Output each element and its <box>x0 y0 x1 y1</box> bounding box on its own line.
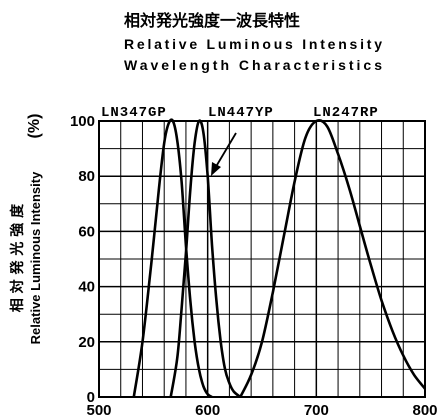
chart-title-en-line2: Wavelength Characteristics <box>124 57 382 73</box>
series-labels: LN347GP LN447YP LN247RP <box>101 105 379 121</box>
y-axis-label-jp: 相 対 発 光 強 度 <box>9 203 26 312</box>
series-label-ln447yp: LN447YP <box>208 105 274 121</box>
x-tick-label: 600 <box>195 402 220 417</box>
annotation-arrow-head <box>211 162 221 176</box>
plot-frame <box>98 120 426 398</box>
y-tick-label: 100 <box>70 113 95 130</box>
y-tick-label: 60 <box>78 223 95 240</box>
y-tick-label: 0 <box>87 389 95 406</box>
x-tick-label: 500 <box>86 402 111 417</box>
annotation-arrow <box>211 132 237 176</box>
x-tick-labels: 500 600 700 800 <box>86 402 437 417</box>
chart-title: 相対発光強度一波長特性 Relative Luminous Intensity … <box>124 11 382 73</box>
plot-grid <box>98 120 426 398</box>
annotation-arrow-line <box>213 132 237 171</box>
chart-title-en-line1: Relative Luminous Intensity <box>124 36 382 52</box>
chart-title-jp: 相対発光強度一波長特性 <box>124 11 300 30</box>
series-line-ln347gp <box>132 118 213 399</box>
y-axis-label: (%) 相 対 発 光 強 度 Relative Luminous Intens… <box>9 114 43 345</box>
series-line-ln447yp <box>169 119 242 399</box>
y-tick-label: 80 <box>78 168 95 185</box>
x-tick-label: 700 <box>304 402 329 417</box>
y-tick-label: 20 <box>78 334 95 351</box>
x-tick-label: 800 <box>412 402 437 417</box>
y-axis-label-en: Relative Luminous Intensity <box>28 171 43 344</box>
series-line-ln247rp <box>239 119 427 398</box>
y-tick-label: 40 <box>78 279 95 296</box>
series-label-ln247rp: LN247RP <box>313 105 379 121</box>
y-axis-unit: (%) <box>26 114 43 139</box>
series-lines <box>132 118 427 399</box>
series-label-ln347gp: LN347GP <box>101 105 167 121</box>
y-tick-labels: 0 20 40 60 80 100 <box>70 113 95 406</box>
